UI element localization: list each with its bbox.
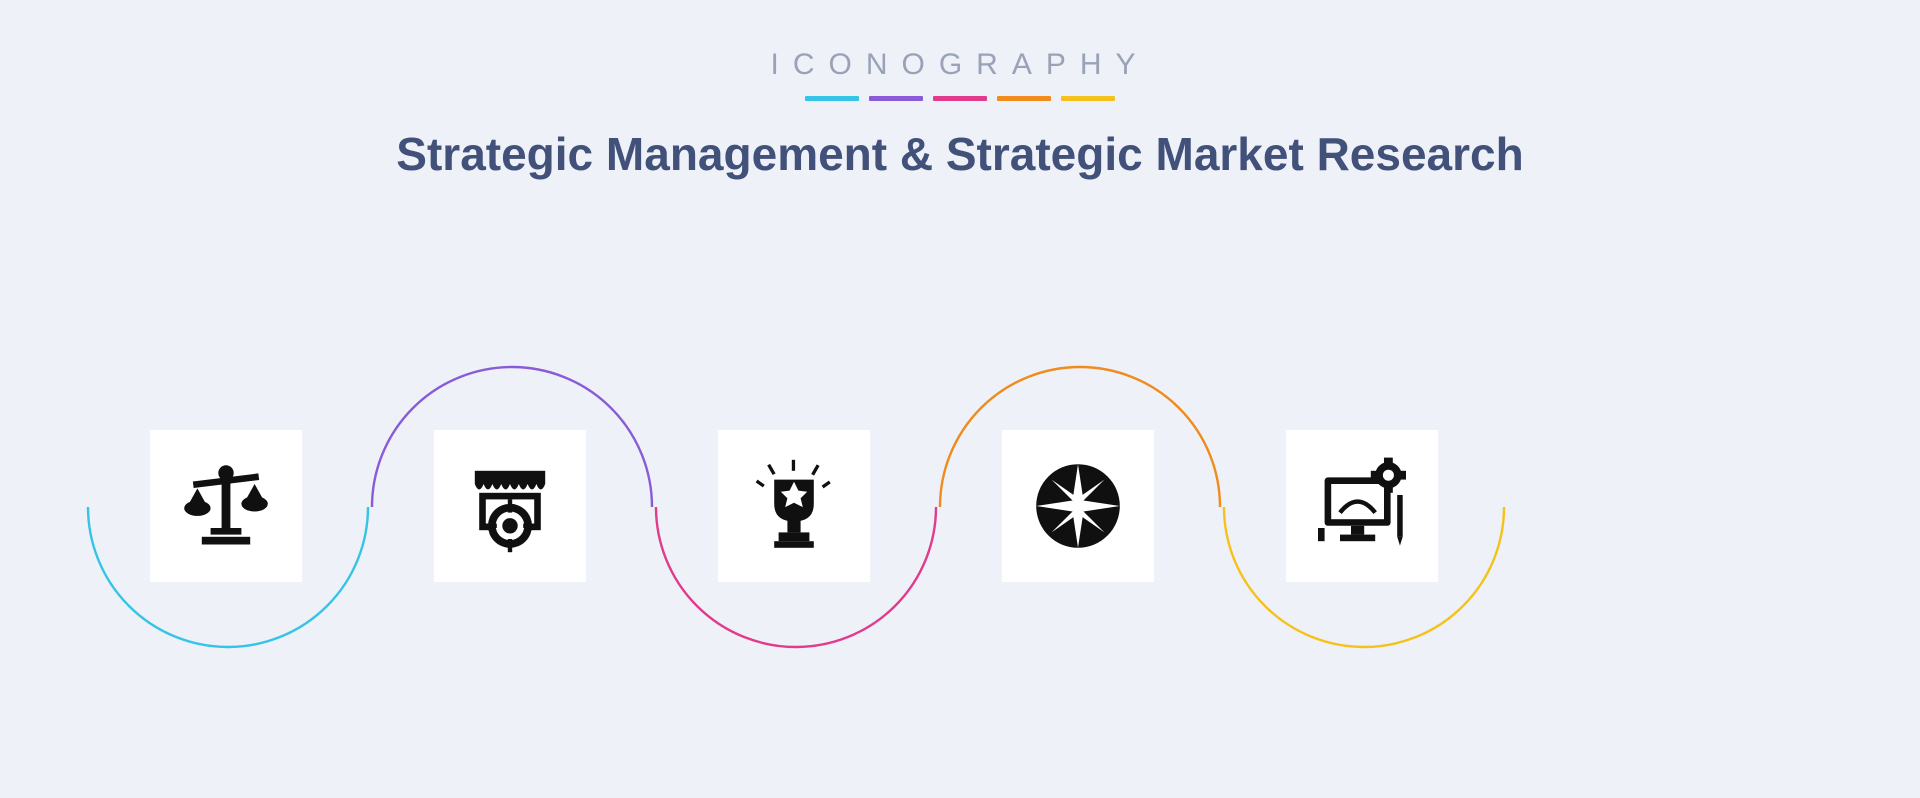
accent-seg-0: [805, 96, 859, 101]
accent-bar: [0, 96, 1920, 101]
accent-seg-2: [933, 96, 987, 101]
icon-tile-compass: [1002, 430, 1154, 582]
compass-icon: [1023, 451, 1133, 561]
icon-tile-computer: [1286, 430, 1438, 582]
page-title: Strategic Management & Strategic Market …: [0, 127, 1920, 181]
brand-wordmark: ICONOGRAPHY: [0, 48, 1920, 82]
page-header: ICONOGRAPHY Strategic Management & Strat…: [0, 0, 1920, 181]
icons-row: [0, 430, 1920, 590]
icon-tile-trophy: [718, 430, 870, 582]
balance-scale-icon: [171, 451, 281, 561]
icon-tile-balance: [150, 430, 302, 582]
accent-seg-4: [1061, 96, 1115, 101]
trophy-icon: [739, 451, 849, 561]
icon-tile-shop: [434, 430, 586, 582]
accent-seg-1: [869, 96, 923, 101]
shop-target-icon: [455, 451, 565, 561]
computer-design-icon: [1307, 451, 1417, 561]
accent-seg-3: [997, 96, 1051, 101]
